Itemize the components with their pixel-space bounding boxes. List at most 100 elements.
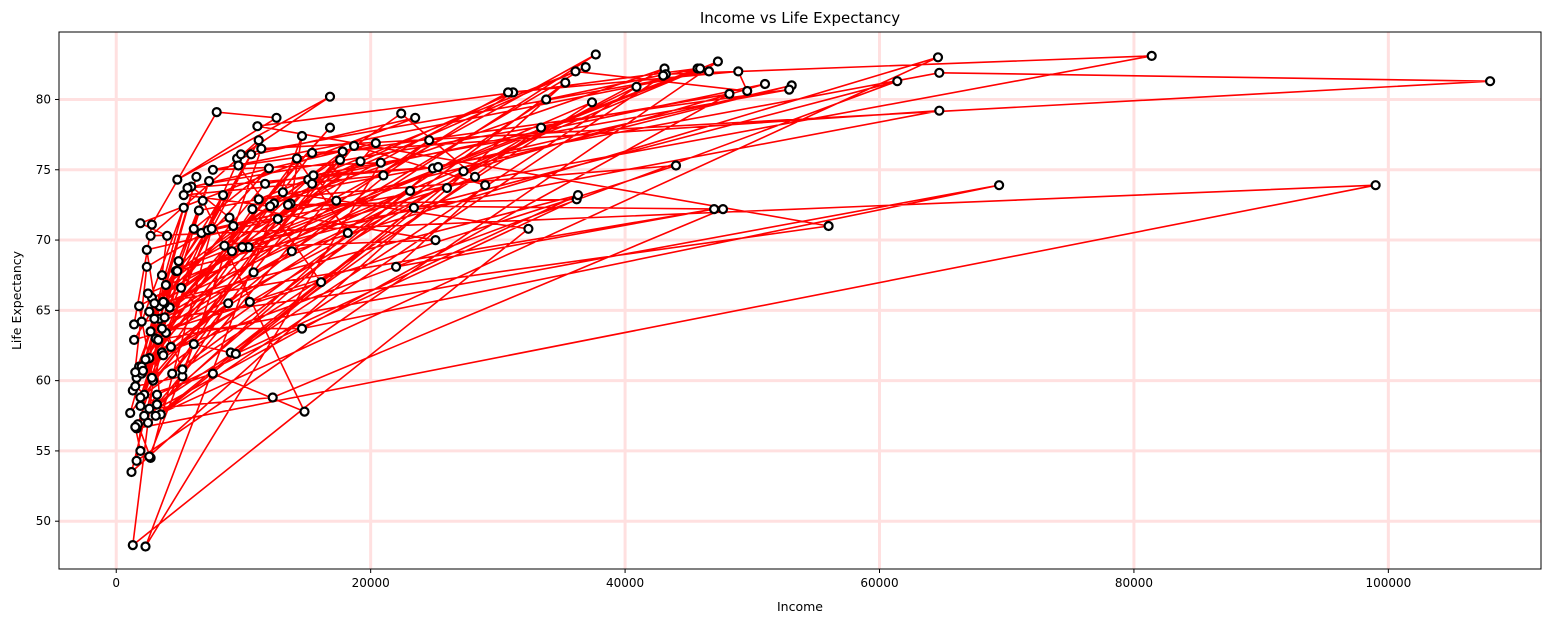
y-tick-label: 70 [36,233,51,247]
data-point [541,94,552,105]
data-point [580,61,591,73]
data-point [708,204,720,215]
data-point [211,106,222,118]
data-point [176,282,187,293]
data-point [228,220,239,232]
data-point [892,76,903,87]
data-point [694,63,706,74]
data-point [125,407,136,419]
data-point [244,296,255,307]
data-point [178,202,189,213]
data-point [932,52,944,63]
data-point [405,185,416,196]
data-point [130,421,141,433]
data-point [291,153,302,164]
data-point [204,175,215,187]
data-point [265,201,276,212]
data-point [178,190,189,201]
data-point [150,410,161,421]
data-point [191,171,202,182]
data-point [277,187,288,198]
data-point [248,267,259,278]
data-point [370,138,381,149]
data-point [167,368,178,379]
data-point [396,108,407,119]
data-point [586,97,598,108]
data-point [151,399,163,410]
x-tick-label: 60000 [860,576,898,590]
y-tick-label: 65 [36,303,51,317]
data-point [144,306,155,317]
data-point [252,121,263,132]
data-point [141,261,152,272]
data-point [206,223,217,234]
data-point [149,298,160,309]
data-point [335,154,346,165]
data-point [233,160,244,171]
data-point [207,368,218,379]
data-point [560,77,571,88]
y-tick-label: 60 [36,374,51,388]
data-point [267,392,278,403]
x-tick-label: 80000 [1115,576,1153,590]
data-point [188,223,199,234]
data-point [717,204,729,215]
data-point [993,180,1005,191]
data-point [247,204,258,215]
data-point [197,195,208,206]
data-point [156,323,168,334]
data-point [299,406,310,417]
data-point [135,445,146,456]
data-point [144,403,155,414]
data-point [172,174,183,185]
data-point [784,84,795,95]
y-tick-label: 50 [36,514,51,528]
data-point [162,230,173,241]
x-tick-label: 40000 [606,576,644,590]
data-point [658,70,669,81]
data-point [260,178,271,189]
data-point [355,156,366,167]
data-point [349,140,360,151]
data-point [263,163,274,174]
data-point [193,205,204,216]
data-point [144,451,155,462]
data-point [286,246,297,257]
x-axis-label: Income [777,599,823,614]
data-point [256,143,267,154]
y-axis-label: Life Expectancy [9,250,24,350]
data-point [433,161,444,173]
data-point [410,112,421,123]
data-point [441,182,453,194]
data-point [159,312,170,323]
data-point [337,146,348,157]
data-point [129,334,140,345]
data-point [271,112,282,123]
data-point [172,265,183,277]
data-point [408,202,419,213]
data-point [141,244,152,255]
x-tick-label: 0 [112,576,120,590]
data-point [158,350,169,361]
data-point [503,87,514,98]
y-tick-label: 75 [36,163,51,177]
data-point [712,56,724,67]
data-point [324,122,336,133]
data-point [424,135,435,146]
y-tick-label: 55 [36,444,51,458]
data-point [130,381,141,392]
data-point [219,240,230,251]
data-point [165,341,176,352]
data-point [1484,76,1496,87]
data-point [391,261,402,272]
data-point [224,212,235,223]
data-point [316,277,327,288]
data-point [230,348,241,359]
data-point [458,166,469,177]
data-point [670,160,682,171]
data-point [246,149,257,160]
x-tick-label: 20000 [352,576,390,590]
data-point [535,122,547,133]
data-point [282,199,294,210]
data-point [308,170,319,181]
